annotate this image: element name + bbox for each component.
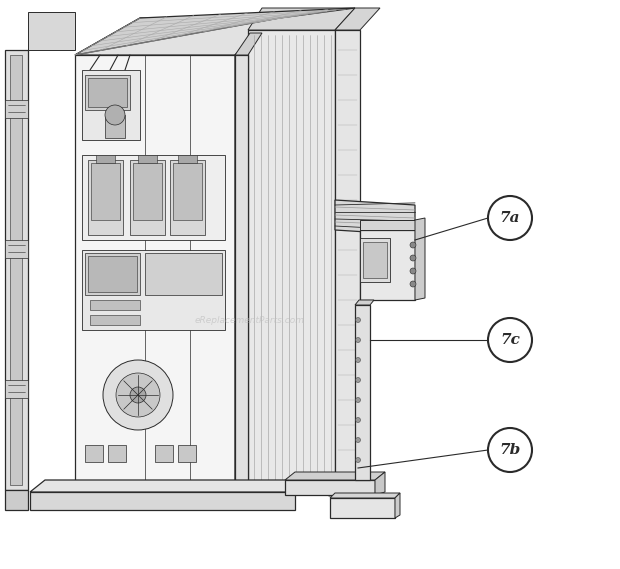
Polygon shape [145, 253, 222, 295]
Polygon shape [5, 490, 28, 510]
Polygon shape [335, 8, 380, 30]
Polygon shape [90, 315, 140, 325]
Text: 7c: 7c [500, 333, 520, 347]
Polygon shape [335, 200, 415, 235]
Polygon shape [330, 493, 400, 498]
Polygon shape [75, 55, 235, 490]
Polygon shape [248, 30, 335, 490]
Text: 7a: 7a [500, 211, 520, 225]
Polygon shape [375, 472, 385, 495]
Circle shape [103, 360, 173, 430]
Polygon shape [170, 160, 205, 235]
Polygon shape [173, 163, 202, 220]
Polygon shape [360, 230, 415, 300]
Circle shape [488, 196, 532, 240]
Circle shape [355, 418, 360, 423]
Polygon shape [235, 55, 248, 508]
Polygon shape [75, 18, 280, 55]
Polygon shape [285, 472, 385, 480]
Polygon shape [85, 445, 103, 462]
Circle shape [355, 377, 360, 382]
Circle shape [116, 373, 160, 417]
Polygon shape [360, 238, 390, 282]
Text: eReplacementParts.com: eReplacementParts.com [195, 315, 305, 324]
Polygon shape [235, 18, 280, 500]
Polygon shape [75, 8, 355, 55]
Polygon shape [96, 155, 115, 163]
Polygon shape [235, 33, 262, 55]
Polygon shape [355, 300, 374, 305]
Polygon shape [363, 242, 387, 278]
Polygon shape [82, 250, 225, 330]
Polygon shape [5, 380, 28, 398]
Polygon shape [108, 445, 126, 462]
Polygon shape [90, 300, 140, 310]
Polygon shape [248, 8, 355, 30]
Polygon shape [178, 445, 196, 462]
Polygon shape [5, 50, 28, 490]
Polygon shape [82, 155, 225, 240]
Polygon shape [85, 75, 130, 110]
Polygon shape [30, 492, 295, 510]
Circle shape [355, 337, 360, 343]
Circle shape [355, 398, 360, 402]
Polygon shape [355, 305, 370, 480]
Circle shape [130, 387, 146, 403]
Polygon shape [28, 12, 75, 50]
Polygon shape [85, 253, 140, 295]
Polygon shape [91, 163, 120, 220]
Polygon shape [133, 163, 162, 220]
Polygon shape [330, 498, 395, 518]
Polygon shape [5, 100, 28, 118]
Polygon shape [285, 480, 375, 495]
Polygon shape [155, 445, 173, 462]
Text: 7b: 7b [499, 443, 521, 457]
Polygon shape [88, 256, 137, 292]
Polygon shape [88, 160, 123, 235]
Circle shape [410, 242, 416, 248]
Polygon shape [335, 30, 360, 490]
Polygon shape [75, 490, 280, 500]
Circle shape [355, 318, 360, 323]
Circle shape [488, 318, 532, 362]
Circle shape [355, 357, 360, 362]
Polygon shape [360, 220, 415, 230]
Circle shape [105, 105, 125, 125]
Circle shape [355, 457, 360, 463]
Polygon shape [105, 115, 125, 138]
Circle shape [488, 428, 532, 472]
Polygon shape [138, 155, 157, 163]
Polygon shape [10, 55, 22, 485]
Polygon shape [130, 160, 165, 235]
Polygon shape [75, 490, 235, 508]
Polygon shape [30, 480, 310, 492]
Polygon shape [5, 240, 28, 258]
Polygon shape [395, 493, 400, 518]
Circle shape [410, 268, 416, 274]
Polygon shape [178, 155, 197, 163]
Polygon shape [415, 218, 425, 300]
Polygon shape [88, 78, 127, 107]
Circle shape [355, 438, 360, 443]
Circle shape [410, 255, 416, 261]
Polygon shape [82, 70, 140, 140]
Circle shape [410, 281, 416, 287]
